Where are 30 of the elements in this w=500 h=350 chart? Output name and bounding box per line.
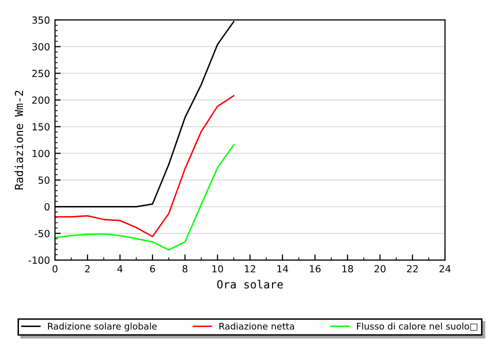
x-tick-label: 20: [374, 265, 386, 272]
y-tick-label: 250: [32, 70, 50, 78]
x-tick-label: 8: [182, 265, 188, 272]
y-tick-label: 300: [32, 43, 50, 50]
x-tick-label: 2: [85, 265, 90, 272]
legend-label: Radizione solare globale: [48, 322, 157, 332]
x-tick-label: 0: [52, 265, 58, 272]
x-tick-label: 24: [440, 265, 451, 272]
y-tick-label: 200: [32, 96, 50, 104]
x-axis-title: Ora solare: [217, 280, 283, 289]
y-tick-label: 150: [32, 123, 50, 130]
line-series: [55, 95, 234, 238]
y-tick-label: -50: [34, 230, 50, 238]
x-tick-label: 10: [212, 265, 224, 272]
x-tick-label: 12: [244, 265, 256, 272]
y-axis-title: Radiazione Wm-2: [14, 90, 24, 190]
x-tick-label: 22: [407, 265, 418, 272]
line-series: [55, 144, 234, 251]
y-tick-label: 0: [44, 203, 50, 211]
y-tick-label: 50: [38, 176, 50, 184]
legend-label: Flusso di calore nel suolo□: [357, 322, 478, 331]
x-tick-label: 6: [150, 265, 155, 272]
y-tick-label: 100: [32, 150, 50, 158]
legend-label: Radiazione netta: [219, 322, 294, 330]
x-tick-label: 4: [117, 265, 123, 272]
x-tick-label: 14: [277, 265, 288, 272]
x-tick-label: 18: [342, 265, 354, 272]
y-tick-label: -100: [28, 256, 50, 264]
y-tick-label: 350: [32, 16, 50, 24]
x-tick-label: 16: [310, 265, 321, 272]
